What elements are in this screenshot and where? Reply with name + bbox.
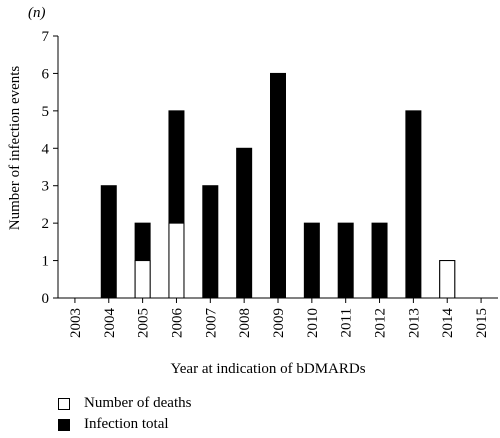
- x-tick-label: 2011: [339, 308, 355, 337]
- y-tick-label: 3: [42, 179, 50, 195]
- bar-infection-total: [303, 222, 320, 299]
- y-tick-label: 1: [42, 254, 50, 270]
- unit-label: (n): [28, 5, 46, 21]
- y-tick-label: 5: [42, 104, 50, 120]
- legend-label-deaths: Number of deaths: [84, 395, 192, 411]
- x-tick-label: 2006: [169, 308, 185, 339]
- y-tick-label: 7: [42, 29, 50, 45]
- x-tick-label: 2009: [271, 308, 287, 338]
- x-tick-label: 2013: [406, 308, 422, 338]
- y-tick-label: 2: [42, 216, 50, 232]
- bar-infection-total: [236, 147, 253, 299]
- y-tick-label: 6: [42, 66, 50, 82]
- y-tick-label: 4: [42, 141, 50, 157]
- legend-item-infection-total: Infection total: [58, 414, 278, 435]
- x-tick-label: 2010: [305, 308, 321, 338]
- bar-infection-total: [202, 185, 219, 299]
- bar-deaths: [134, 260, 151, 299]
- x-tick-label: 2014: [440, 308, 456, 339]
- bar-infection-total: [100, 185, 117, 299]
- x-tick-label: 2012: [373, 308, 389, 338]
- x-tick-label: 2007: [203, 308, 219, 339]
- bar-infection-total: [371, 222, 388, 299]
- legend: Number of deaths Infection total: [58, 393, 278, 435]
- x-tick-label: 2015: [474, 308, 490, 338]
- y-axis-title: Number of infection events: [7, 66, 23, 231]
- x-tick-label: 2008: [237, 308, 253, 338]
- x-tick-label: 2005: [136, 308, 152, 338]
- bar-infection-total: [270, 72, 286, 299]
- bar-infection-total: [405, 110, 422, 299]
- bar-infection-total: [337, 222, 354, 299]
- bar-deaths: [168, 222, 185, 299]
- x-axis-title: Year at indication of bDMARDs: [170, 361, 365, 377]
- plot-area: 0 1 2 3 4 5 6 7 2003 2004 2005 2006 2007 2008 2009 2010…: [42, 29, 498, 339]
- x-tick-label: 2004: [102, 308, 118, 339]
- x-tick-label: 2003: [68, 308, 84, 338]
- legend-item-deaths: Number of deaths: [58, 393, 278, 414]
- y-tick-label: 0: [42, 291, 50, 307]
- bar-deaths: [439, 260, 456, 299]
- legend-label-infection-total: Infection total: [84, 416, 169, 432]
- legend-swatch-deaths: [58, 397, 70, 410]
- legend-swatch-infection-total: [58, 418, 70, 431]
